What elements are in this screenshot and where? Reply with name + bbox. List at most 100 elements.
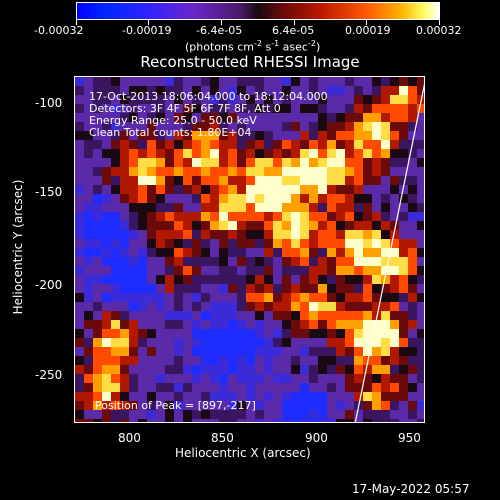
heatmap-cell	[183, 392, 192, 401]
heatmap-cell	[183, 419, 192, 422]
heatmap-cell	[246, 230, 255, 239]
heatmap-cell	[84, 320, 93, 329]
heatmap-cell	[300, 401, 309, 410]
heatmap-cell	[147, 401, 156, 410]
heatmap-cell	[363, 149, 372, 158]
heatmap-cell	[219, 86, 228, 95]
heatmap-cell	[84, 365, 93, 374]
heatmap-cell	[192, 410, 201, 419]
heatmap-cell	[201, 203, 210, 212]
heatmap-cell	[273, 140, 282, 149]
heatmap-cell	[84, 419, 93, 422]
heatmap-cell	[327, 383, 336, 392]
heatmap-cell	[210, 311, 219, 320]
heatmap-cell	[273, 365, 282, 374]
heatmap-cell	[336, 293, 345, 302]
heatmap-cell	[273, 77, 282, 86]
heatmap-cell	[102, 221, 111, 230]
heatmap-cell	[255, 374, 264, 383]
heatmap-cell	[300, 293, 309, 302]
heatmap-cell	[372, 95, 381, 104]
heatmap-cell	[417, 356, 424, 365]
heatmap-cell	[120, 374, 129, 383]
heatmap-cell	[219, 311, 228, 320]
heatmap-cell	[345, 86, 354, 95]
heatmap-cell	[318, 140, 327, 149]
heatmap-cell	[354, 248, 363, 257]
heatmap-cell	[408, 131, 417, 140]
heatmap-cell	[336, 320, 345, 329]
heatmap-cell	[129, 122, 138, 131]
heatmap-cell	[102, 104, 111, 113]
heatmap-cell	[363, 401, 372, 410]
heatmap-cell	[255, 419, 264, 422]
heatmap-cell	[246, 86, 255, 95]
heatmap-cell	[93, 338, 102, 347]
heatmap-cell	[372, 149, 381, 158]
heatmap-cell	[345, 239, 354, 248]
heatmap-cell	[381, 320, 390, 329]
heatmap-cell	[219, 374, 228, 383]
heatmap-cell	[381, 347, 390, 356]
heatmap-cell	[345, 194, 354, 203]
heatmap-cell	[201, 185, 210, 194]
heatmap-cell	[417, 86, 424, 95]
heatmap-cell	[372, 248, 381, 257]
heatmap-cell	[309, 329, 318, 338]
heatmap-cell	[300, 347, 309, 356]
heatmap-cell	[291, 239, 300, 248]
heatmap-cell	[273, 383, 282, 392]
heatmap-cell	[147, 95, 156, 104]
heatmap-cell	[417, 383, 424, 392]
heatmap-cell	[264, 221, 273, 230]
heatmap-cell	[345, 122, 354, 131]
heatmap-cell	[102, 158, 111, 167]
heatmap-cell	[345, 230, 354, 239]
heatmap-cell	[336, 158, 345, 167]
heatmap-cell	[327, 347, 336, 356]
heatmap-cell	[417, 257, 424, 266]
heatmap-cell	[363, 293, 372, 302]
heatmap-cell	[219, 320, 228, 329]
heatmap-cell	[309, 302, 318, 311]
heatmap-cell	[228, 257, 237, 266]
heatmap-cell	[138, 239, 147, 248]
heatmap-cell	[417, 167, 424, 176]
heatmap-cell	[210, 140, 219, 149]
heatmap-cell	[201, 311, 210, 320]
heatmap-cell	[174, 158, 183, 167]
heatmap-cell	[246, 365, 255, 374]
heatmap-cell	[228, 104, 237, 113]
heatmap-cell	[192, 392, 201, 401]
heatmap-cell	[417, 158, 424, 167]
heatmap-cell	[309, 257, 318, 266]
heatmap-cell	[399, 131, 408, 140]
heatmap-cell	[183, 320, 192, 329]
heatmap-cell	[192, 122, 201, 131]
heatmap-cell	[399, 302, 408, 311]
heatmap-cell	[291, 365, 300, 374]
heatmap-cell	[138, 140, 147, 149]
heatmap-cell	[147, 203, 156, 212]
heatmap-cell	[147, 131, 156, 140]
heatmap-cell	[345, 203, 354, 212]
heatmap-cell	[147, 176, 156, 185]
annotation-clean: Clean Total counts: 1.80E+04	[89, 126, 252, 139]
heatmap-cell	[354, 329, 363, 338]
heatmap-cell	[147, 266, 156, 275]
heatmap-cell	[111, 302, 120, 311]
heatmap-cell	[192, 365, 201, 374]
heatmap-cell	[192, 329, 201, 338]
heatmap-cell	[381, 95, 390, 104]
heatmap-cell	[345, 158, 354, 167]
heatmap-cell	[228, 185, 237, 194]
heatmap-cell	[129, 203, 138, 212]
heatmap-cell	[300, 257, 309, 266]
heatmap-cell	[147, 113, 156, 122]
heatmap-cell	[354, 257, 363, 266]
heatmap-cell	[417, 410, 424, 419]
heatmap-cell	[264, 140, 273, 149]
heatmap-cell	[246, 158, 255, 167]
heatmap-cell	[336, 275, 345, 284]
heatmap-cell	[300, 275, 309, 284]
